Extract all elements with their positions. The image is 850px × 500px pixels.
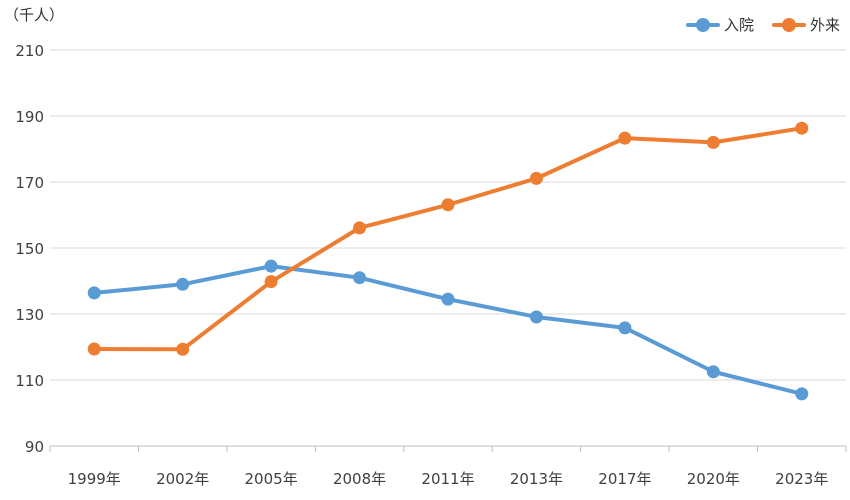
x-tick-label: 2005年 <box>245 470 298 488</box>
y-tick-label: 210 <box>15 42 44 60</box>
data-point-inpatient <box>264 259 278 273</box>
data-point-inpatient <box>441 292 455 306</box>
y-tick-label: 170 <box>15 174 44 192</box>
x-tick-label: 2011年 <box>421 470 474 488</box>
data-point-outpatient <box>353 221 367 235</box>
data-point-outpatient <box>706 135 720 149</box>
y-unit-label: （千人） <box>4 6 65 24</box>
y-tick-label: 90 <box>25 438 44 456</box>
legend-item-inpatient: 入院 <box>685 14 754 35</box>
y-tick-label: 130 <box>15 306 44 324</box>
x-tick-label: 2008年 <box>333 470 386 488</box>
data-point-inpatient <box>87 286 101 300</box>
y-tick-label: 150 <box>15 240 44 258</box>
data-point-outpatient <box>441 198 455 212</box>
data-point-outpatient <box>264 275 278 289</box>
x-tick-label: 1999年 <box>68 470 121 488</box>
x-tick-label: 2013年 <box>510 470 563 488</box>
data-point-inpatient <box>795 387 809 401</box>
series-line-inpatient <box>92 264 804 396</box>
data-point-inpatient <box>618 321 632 335</box>
legend-marker-outpatient-icon <box>771 17 806 32</box>
data-point-outpatient <box>176 342 190 356</box>
series-group <box>87 121 809 401</box>
legend: 入院 外来 <box>685 14 840 35</box>
data-point-outpatient <box>529 171 543 185</box>
x-tick-label: 2023年 <box>775 470 828 488</box>
gridlines <box>50 49 846 447</box>
data-point-inpatient <box>176 277 190 291</box>
legend-item-outpatient: 外来 <box>771 14 840 35</box>
data-point-inpatient <box>353 271 367 285</box>
x-tick-label: 2020年 <box>687 470 740 488</box>
data-point-outpatient <box>87 342 101 356</box>
data-point-inpatient <box>529 310 543 324</box>
data-point-outpatient <box>618 131 632 145</box>
x-tick-label: 2017年 <box>598 470 651 488</box>
series-line-outpatient <box>92 126 804 352</box>
x-tick-label: 2002年 <box>156 470 209 488</box>
x-axis: 1999年 2002年 2005年 2008年 2011年 2013年 2017年 2020年… <box>49 446 847 488</box>
data-point-outpatient <box>795 121 809 135</box>
data-point-inpatient <box>706 365 720 379</box>
y-tick-label: 190 <box>15 108 44 126</box>
legend-label-outpatient: 外来 <box>809 16 840 34</box>
y-axis: 90 110 130 150 170 190 210 <box>15 42 44 456</box>
legend-label-inpatient: 入院 <box>723 16 754 34</box>
y-tick-label: 110 <box>15 372 44 390</box>
legend-marker-inpatient-icon <box>685 17 720 32</box>
